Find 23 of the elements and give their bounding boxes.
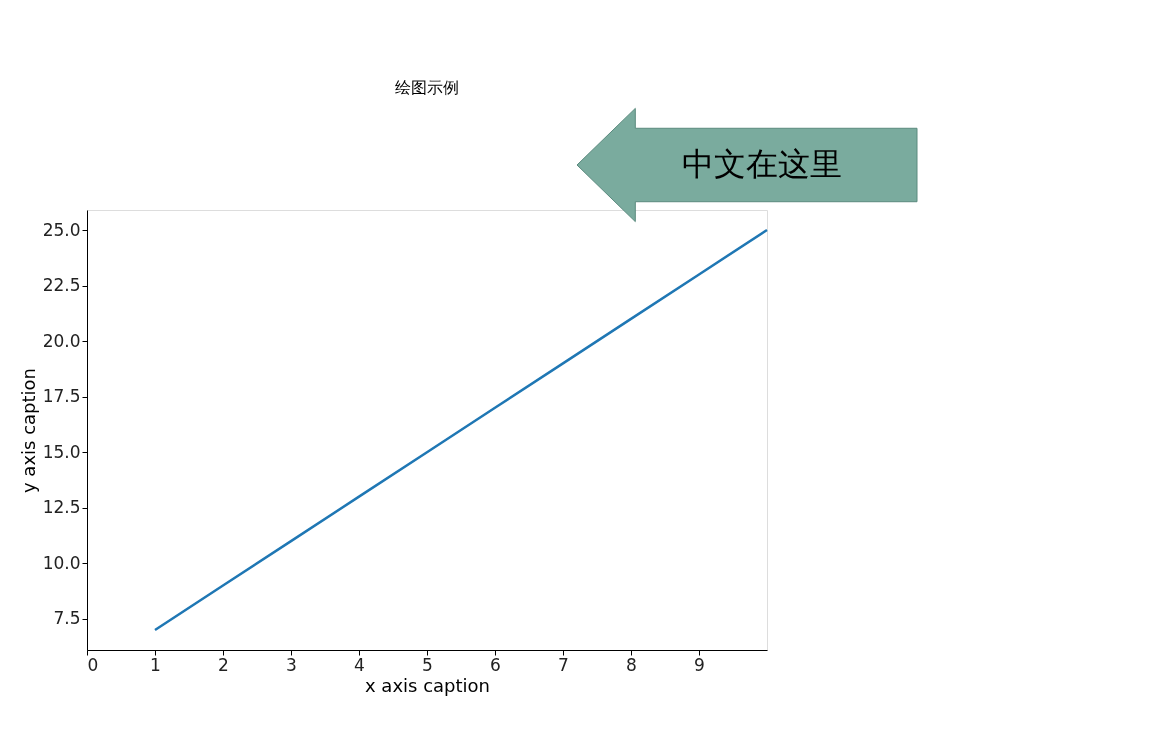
- y-tick-label: 17.5: [42, 386, 81, 407]
- x-tick-label: 6: [490, 654, 501, 675]
- y-tick-label: 10.0: [42, 552, 81, 573]
- x-tick-label: 3: [286, 654, 297, 675]
- y-tick-label: 25.0: [42, 219, 81, 240]
- x-tick-label: 0: [87, 654, 99, 675]
- y-tick-label: 15.0: [42, 441, 81, 462]
- chart-title: 绘图示例: [395, 78, 459, 98]
- y-tick-label: 12.5: [42, 497, 81, 518]
- x-tick-label: 4: [354, 654, 365, 675]
- x-tick-label: 5: [422, 654, 433, 675]
- line-series: [153, 228, 769, 632]
- x-tick-label: 9: [694, 654, 705, 675]
- x-axis-title: x axis caption: [365, 674, 490, 696]
- y-tick-label: 7.5: [53, 608, 81, 629]
- y-tick-label: 20.0: [42, 330, 81, 351]
- x-tick-label: 2: [218, 654, 229, 675]
- x-tick-label: 1: [150, 654, 161, 675]
- x-tick-label: 7: [558, 654, 569, 675]
- text: 中文在这里: [682, 145, 842, 183]
- y-tick-label: 22.5: [42, 275, 81, 296]
- x-tick-label: 8: [626, 654, 637, 675]
- y-axis-title: y axis caption: [17, 368, 39, 493]
